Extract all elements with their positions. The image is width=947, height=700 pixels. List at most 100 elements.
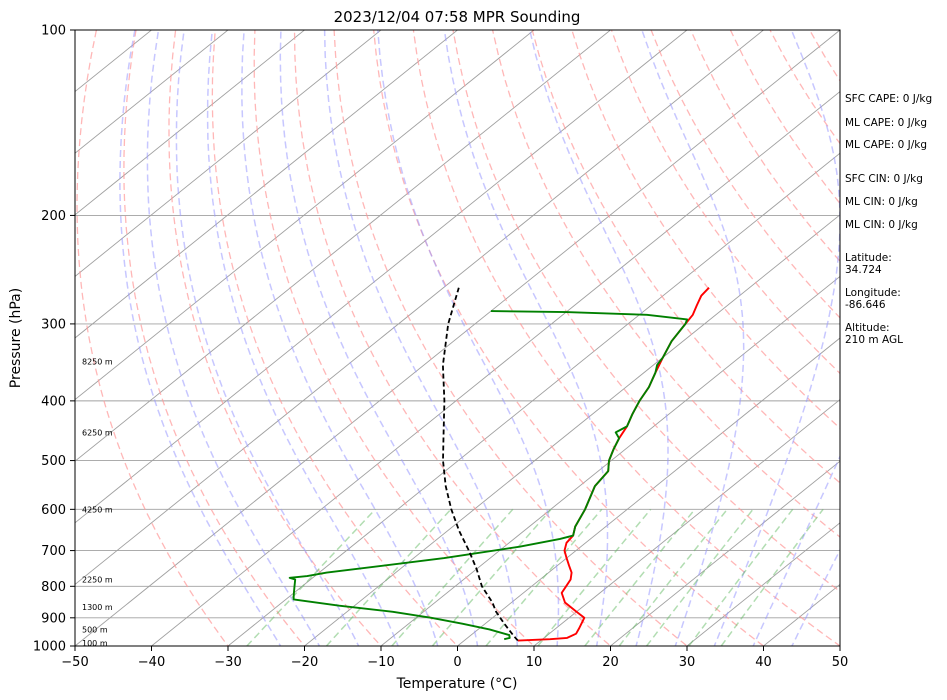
x-axis: −50 −40 −30 −20 −10 0 10 20 30 40 50 [61, 646, 848, 670]
location-label: Altitude: [845, 322, 890, 334]
isotherm-line [150, 91, 840, 646]
isotherm-line [75, 30, 612, 462]
moist-adiabat [713, 30, 840, 646]
mixing-ratio-line [485, 508, 603, 646]
moist-adiabat [377, 30, 560, 646]
moist-adiabat [443, 30, 609, 646]
y-tick-label: 100 [41, 24, 66, 39]
dry-adiabat [452, 30, 840, 593]
y-tick-label: 600 [41, 503, 66, 518]
stat-text: ML CAPE: 0 J/kg [845, 117, 927, 129]
dry-adiabat [123, 30, 306, 646]
x-tick-label: 30 [679, 655, 696, 670]
mixing-ratio-line [720, 508, 824, 646]
moist-adiabat [146, 30, 321, 646]
stat-text: SFC CIN: 0 J/kg [845, 173, 923, 185]
moist-adiabat [791, 548, 840, 646]
stats-panel: SFC CAPE: 0 J/kg ML CAPE: 0 J/kg ML CAPE: … [845, 93, 932, 346]
x-tick-label: 40 [755, 655, 772, 670]
y-tick-label: 900 [41, 611, 66, 626]
mixing-ratio-line [325, 508, 452, 646]
location-label: Latitude: [845, 252, 892, 264]
height-label: 2250 m [82, 576, 113, 585]
moist-adiabat [641, 30, 745, 646]
mixing-ratio-line [537, 508, 652, 646]
stat-text: SFC CAPE: 0 J/kg [845, 93, 932, 105]
background-lines [75, 30, 840, 646]
isotherm-line [75, 30, 535, 401]
dry-adiabat [571, 30, 840, 430]
y-axis-title: Pressure (hPa) [8, 288, 24, 388]
location-value: -86.646 [845, 299, 886, 311]
x-axis-title: Temperature (°C) [396, 676, 518, 692]
dry-adiabat [76, 30, 229, 646]
isotherm-line [609, 460, 840, 646]
isotherm-line [75, 30, 306, 216]
x-tick-label: −20 [291, 655, 318, 670]
x-tick-label: −30 [214, 655, 241, 670]
series-lines [288, 287, 710, 642]
dry-adiabat [168, 30, 382, 646]
isotherm-line [303, 214, 840, 646]
moist-adiabat [206, 30, 399, 646]
stat-text: ML CIN: 0 J/kg [845, 219, 918, 231]
height-label: 8250 m [82, 357, 113, 366]
x-tick-label: 20 [602, 655, 619, 670]
dry-adiabat [293, 30, 612, 646]
location-value: 34.724 [845, 264, 882, 276]
mixing-ratio-line [688, 508, 794, 646]
mixing-ratio-line [646, 508, 754, 646]
isotherm-line [456, 337, 840, 646]
height-label: 500 m [82, 625, 108, 634]
moist-adiabat [279, 30, 479, 646]
isotherm-line [75, 30, 382, 277]
x-tick-label: −10 [367, 655, 394, 670]
mixing-ratio-line [584, 508, 696, 646]
height-label: 100 m [82, 639, 108, 648]
dewpoint-line [288, 310, 689, 641]
isotherm-line [75, 30, 688, 524]
dry-adiabat [610, 30, 840, 375]
x-tick-label: 10 [526, 655, 543, 670]
x-tick-label: 50 [832, 655, 849, 670]
mixing-ratio-line [246, 508, 376, 646]
isotherm-line [75, 30, 765, 585]
x-tick-label: −40 [138, 655, 165, 670]
isotherm-line [533, 399, 840, 646]
moist-adiabat [119, 30, 282, 646]
moist-adiabat [323, 30, 519, 646]
y-tick-label: 200 [41, 209, 66, 224]
isotherm-line [227, 152, 840, 646]
dry-adiabat [412, 30, 840, 646]
y-tick-label: 500 [41, 454, 66, 469]
height-label: 4250 m [82, 505, 113, 514]
moist-adiabat [241, 30, 439, 646]
y-tick-label: 700 [41, 544, 66, 559]
stat-text: ML CIN: 0 J/kg [845, 196, 918, 208]
moist-adiabat [175, 30, 360, 646]
moist-adiabat [752, 454, 840, 646]
isotherm-line [686, 522, 840, 646]
stat-text: ML CAPE: 0 J/kg [845, 139, 927, 151]
y-tick-label: 300 [41, 317, 66, 332]
location-value: 210 m AGL [845, 334, 903, 346]
dry-adiabat [373, 30, 765, 646]
parcel-line [442, 287, 519, 642]
dry-adiabat [650, 30, 840, 319]
dry-adiabat [491, 30, 840, 538]
mixing-ratio-line [618, 508, 728, 646]
x-tick-label: 0 [453, 655, 461, 670]
height-labels: 100 m 500 m 1300 m 2250 m 4250 m 6250 m 8250 m [82, 357, 113, 647]
isotherm-line [75, 30, 459, 339]
isotherm-line [75, 30, 229, 154]
chart-title: 2023/12/04 07:58 MPR Sounding [334, 8, 581, 26]
y-tick-label: 800 [41, 580, 66, 595]
mixing-ratio-line [431, 508, 552, 646]
y-tick-label: 400 [41, 394, 66, 409]
x-tick-label: −50 [61, 655, 88, 670]
y-axis: 1000 900 800 700 600 500 400 300 200 100 [33, 24, 75, 655]
y-tick-label: 1000 [33, 640, 66, 655]
location-label: Longitude: [845, 287, 901, 299]
